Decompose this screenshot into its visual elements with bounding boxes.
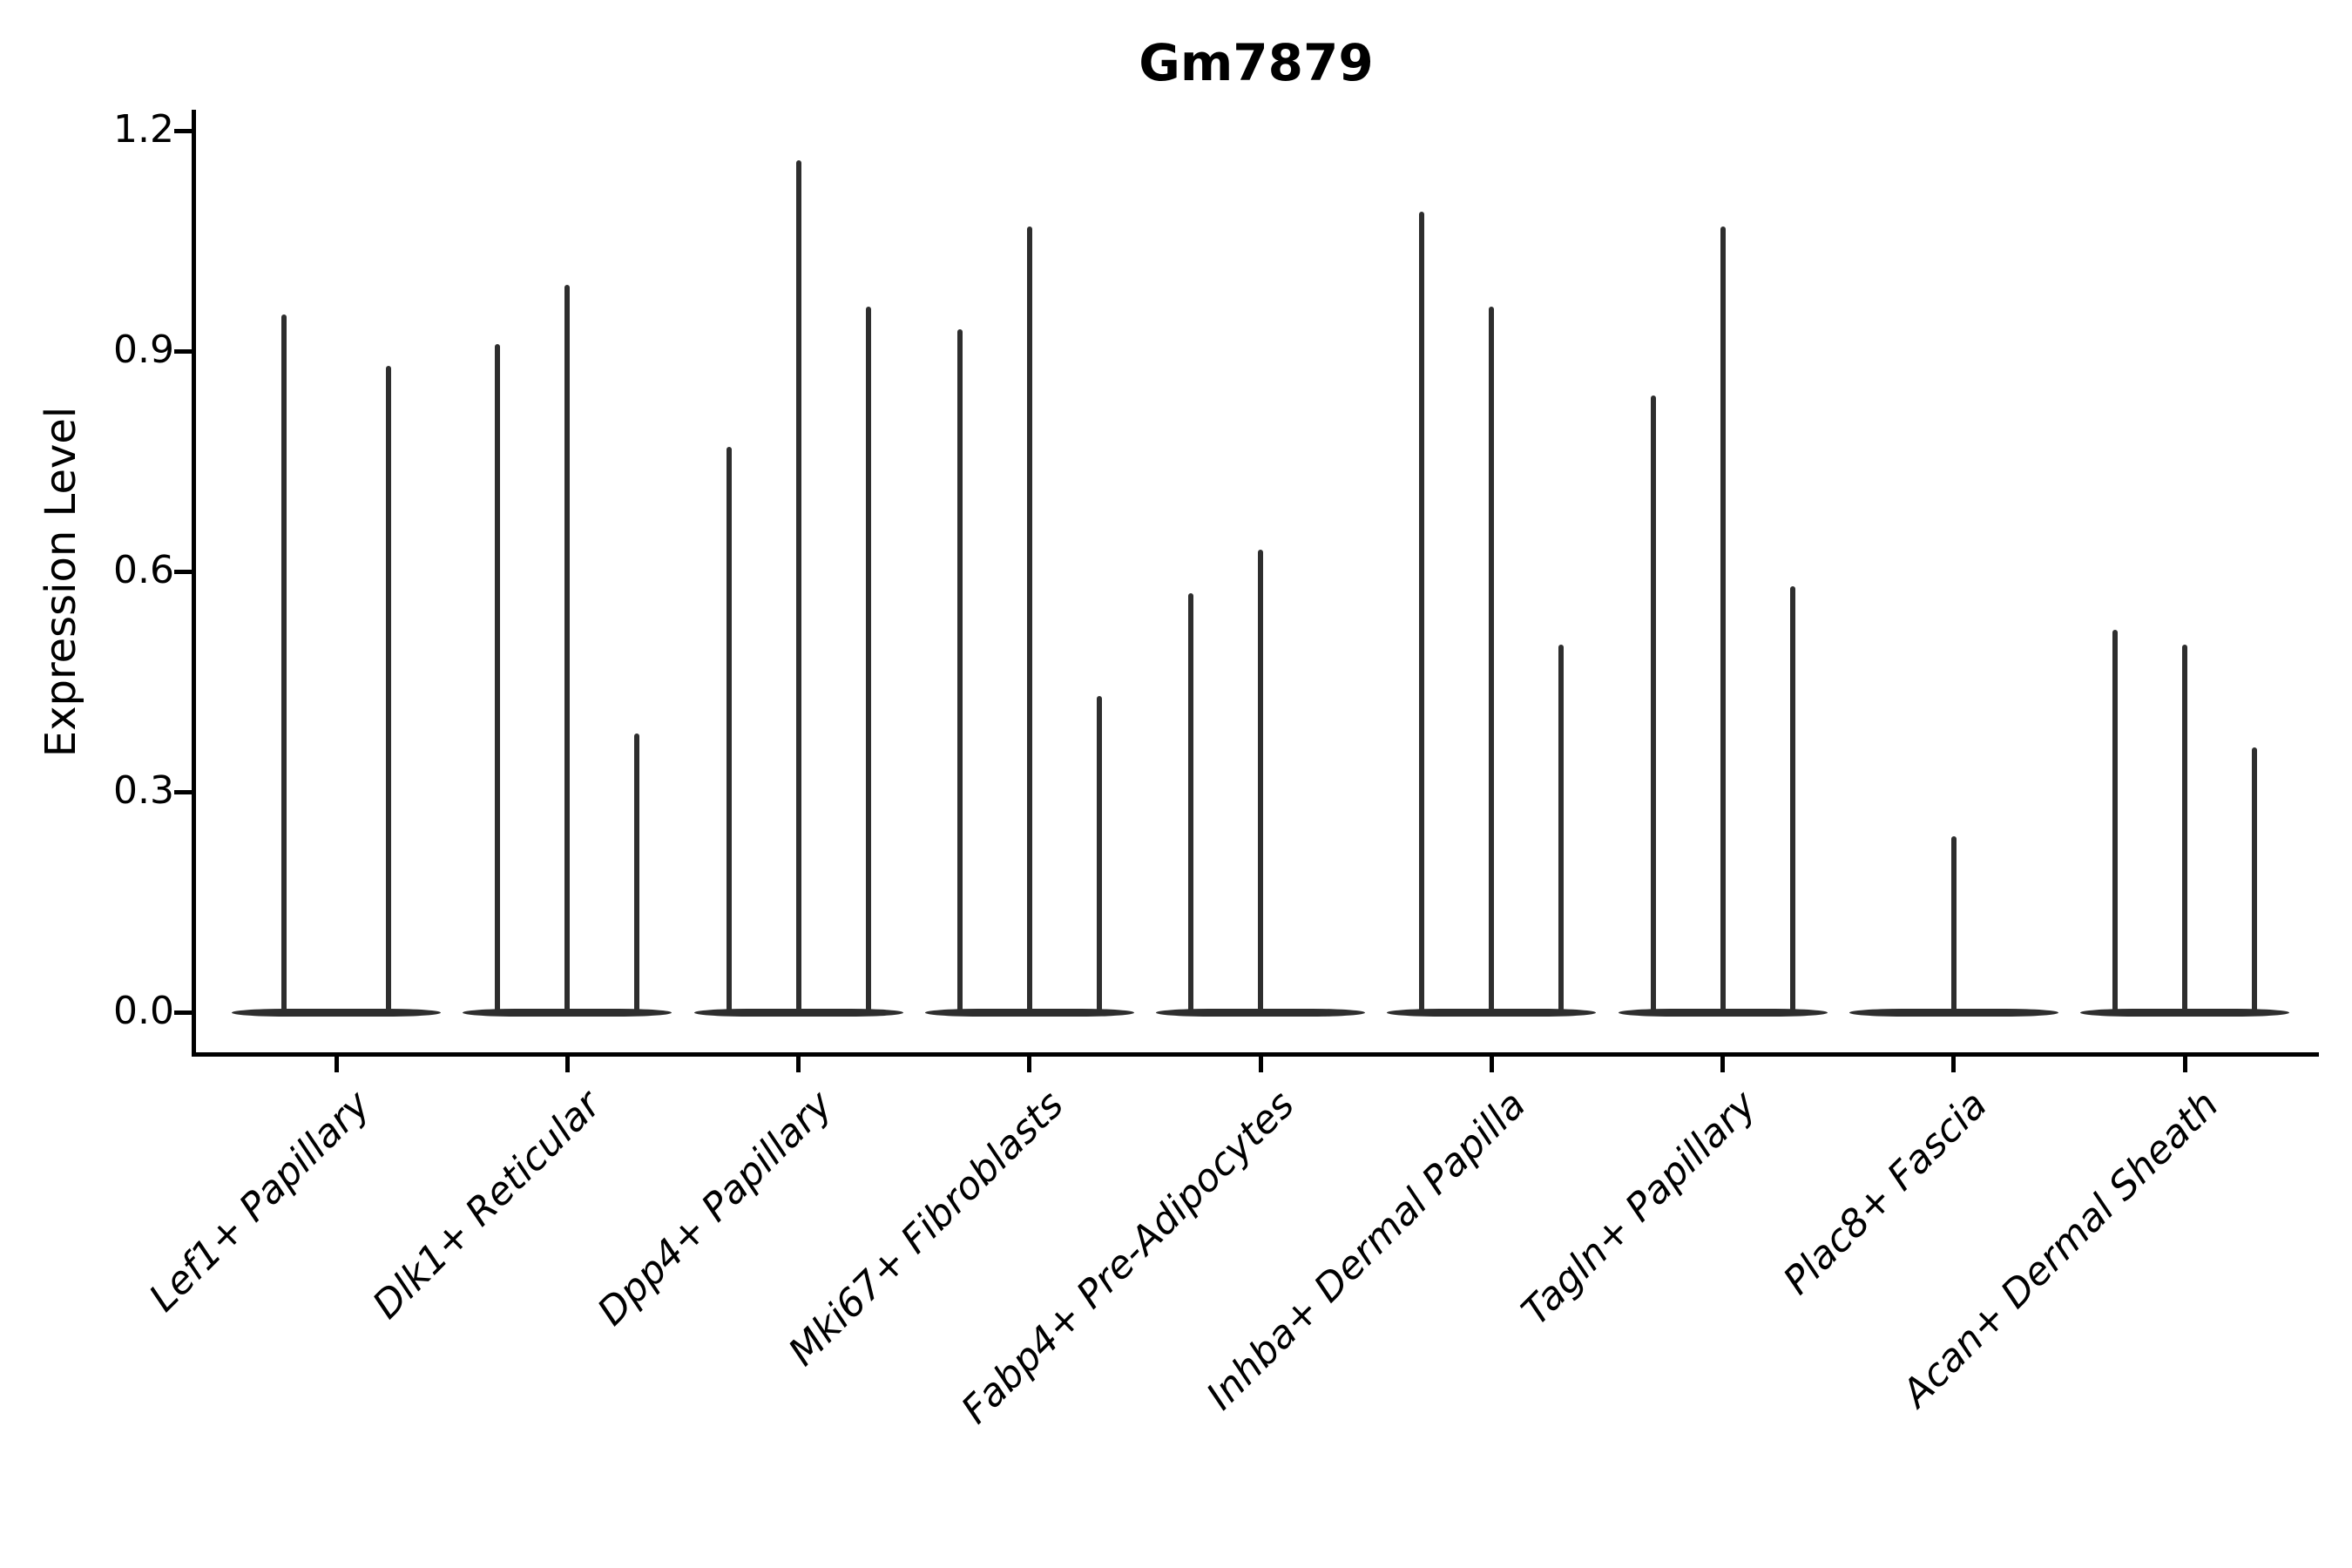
x-tick-mark xyxy=(1258,1057,1263,1072)
y-tick-label: 0.6 xyxy=(113,548,174,592)
x-tick-mark xyxy=(1951,1057,1957,1072)
x-tick-mark xyxy=(1720,1057,1725,1072)
x-axis-spine xyxy=(192,1052,2319,1057)
x-tick-mark xyxy=(1489,1057,1494,1072)
y-axis-spine xyxy=(192,110,196,1057)
violin-spike xyxy=(2252,747,2257,1017)
x-tick-label: Tagln+ Papillary xyxy=(1513,1082,1766,1335)
x-tick-mark xyxy=(1027,1057,1032,1072)
x-tick-label: Dlk1+ Reticular xyxy=(364,1082,610,1328)
x-tick-label: Lef1+ Papillary xyxy=(140,1082,379,1321)
violin-spike xyxy=(1650,395,1656,1017)
y-tick-mark xyxy=(174,569,193,574)
y-tick-label: 0.3 xyxy=(113,768,174,813)
violin-spike xyxy=(1096,696,1102,1017)
violin-spike xyxy=(1419,211,1425,1017)
violin-spike xyxy=(795,159,801,1017)
violin-spike xyxy=(1258,549,1263,1017)
violin-spike xyxy=(1489,307,1495,1017)
y-tick-mark xyxy=(174,128,193,133)
violin-spike xyxy=(726,446,732,1017)
violin-spike xyxy=(1789,585,1795,1017)
violin-spike xyxy=(865,307,871,1017)
violin-spike xyxy=(1720,226,1726,1017)
violin-spike xyxy=(386,365,391,1017)
violin-spike xyxy=(956,328,963,1017)
x-tick-mark xyxy=(564,1057,570,1072)
chart-title-text: Gm7879 xyxy=(1139,33,1374,92)
y-tick-label: 1.2 xyxy=(113,107,174,152)
x-tick-mark xyxy=(796,1057,801,1072)
violin-baseline xyxy=(232,1008,441,1017)
y-tick-mark xyxy=(174,789,193,794)
x-tick-label: Plac8+ Fascia xyxy=(1775,1082,1997,1303)
violin-spike xyxy=(634,733,640,1017)
violin-spike xyxy=(1950,835,1957,1017)
violin-spike xyxy=(564,285,571,1017)
violin-spike xyxy=(1558,645,1565,1017)
x-tick-label: Dpp4+ Papillary xyxy=(589,1082,841,1335)
violin-spike xyxy=(2112,630,2118,1017)
x-tick-mark xyxy=(2182,1057,2187,1072)
violin-spike xyxy=(1188,593,1193,1017)
violin-spike xyxy=(2182,645,2187,1017)
violin-spike xyxy=(495,343,501,1017)
x-tick-mark xyxy=(334,1057,339,1072)
y-tick-mark xyxy=(174,348,193,354)
y-tick-label: 0.0 xyxy=(113,989,174,1033)
y-tick-mark xyxy=(174,1010,193,1015)
violin-spike xyxy=(1026,226,1032,1017)
violin-spike xyxy=(281,314,287,1017)
y-tick-label: 0.9 xyxy=(113,328,174,372)
